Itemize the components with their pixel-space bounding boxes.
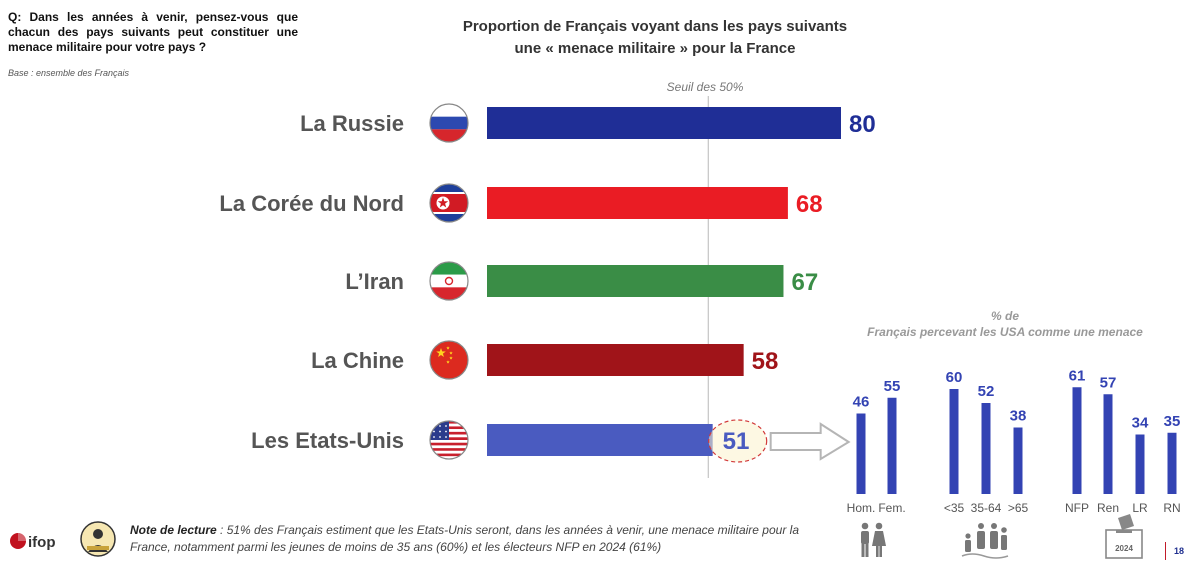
subbar-age-0 — [949, 389, 959, 494]
subbar-category-label: NFP — [1065, 501, 1089, 515]
bar-0 — [487, 107, 841, 139]
usa-flag-icon — [429, 420, 469, 460]
right-arrow-icon — [769, 422, 851, 461]
question-text: Q: Dans les années à venir, pensez-vous … — [8, 10, 298, 54]
bar-3 — [487, 344, 744, 376]
north-korea-flag-icon — [429, 183, 469, 223]
subbar-category-label: <35 — [944, 501, 965, 515]
page-number: 18 — [1174, 546, 1185, 556]
subbar-value-label: 38 — [1010, 408, 1027, 425]
subbar-gender-0 — [856, 413, 866, 494]
china-flag-icon — [429, 340, 469, 380]
ballot-year-label: 2024 — [1115, 544, 1133, 553]
subbar-value-label: 35 — [1164, 413, 1181, 430]
threshold-label: Seuil des 50% — [666, 80, 744, 94]
value-label: 67 — [791, 269, 818, 296]
value-label: 80 — [849, 111, 876, 138]
family-generations-icon — [961, 523, 1009, 559]
reading-note-prefix: Note de lecture — [130, 523, 217, 537]
page-number-divider — [1165, 542, 1166, 560]
value-label: 68 — [796, 191, 823, 218]
subbar-category-label: >65 — [1008, 501, 1029, 515]
subbar-value-label: 60 — [946, 369, 963, 386]
iran-flag-icon — [429, 261, 469, 301]
reading-note-text: : 51% des Français estiment que les Etat… — [130, 523, 800, 554]
subbar-value-label: 61 — [1069, 367, 1086, 384]
chart-title-line-2: une « menace militaire » pour la France — [514, 40, 796, 57]
subbar-gender-1 — [887, 397, 897, 494]
subbar-age-1 — [981, 403, 991, 494]
bar-4 — [487, 424, 713, 456]
subbar-value-label: 55 — [884, 378, 901, 395]
institute-badge-logo — [80, 521, 116, 557]
subbar-category-label: RN — [1163, 501, 1180, 515]
subbar-vote2024-3 — [1167, 432, 1177, 494]
reading-note: Note de lecture : 51% des Français estim… — [130, 522, 830, 556]
highlight-ellipse — [708, 419, 768, 463]
subbar-vote2024-2 — [1135, 434, 1145, 494]
bar-2 — [487, 265, 784, 297]
subbar-value-label: 52 — [978, 383, 995, 400]
subbar-value-label: 46 — [853, 394, 870, 411]
subbar-vote2024-1 — [1103, 394, 1113, 494]
subchart-title: % de Français percevant les USA comme un… — [830, 308, 1180, 340]
ifop-wordmark: ifop — [28, 534, 56, 551]
ballot-box-graphic: 2024 — [1105, 514, 1143, 559]
value-label-highlight: 51 — [723, 428, 750, 455]
category-label: L’Iran — [345, 269, 404, 294]
ballot-box-icon: 2024 — [1104, 514, 1144, 560]
category-label: La Russie — [300, 111, 404, 136]
base-text: Base : ensemble des Français — [8, 68, 130, 78]
category-label: La Chine — [311, 348, 404, 373]
subbar-category-label: Hom. — [847, 501, 876, 515]
russia-flag-icon — [429, 103, 469, 143]
man-woman-icon — [861, 522, 886, 557]
subbar-category-label: Fem. — [878, 501, 905, 515]
subbar-category-label: Ren — [1097, 501, 1119, 515]
subbar-value-label: 57 — [1100, 374, 1117, 391]
chart-title: Proportion de Français voyant dans les p… — [420, 16, 890, 60]
subchart-title-line-2: Français percevant les USA comme une men… — [867, 325, 1143, 339]
subbar-value-label: 34 — [1132, 415, 1149, 432]
subbar-age-2 — [1013, 427, 1023, 494]
subchart-title-line-1: % de — [990, 309, 1019, 323]
chart-title-line-1: Proportion de Français voyant dans les p… — [462, 18, 848, 35]
value-label: 58 — [752, 348, 779, 375]
subbar-category-label: LR — [1132, 501, 1148, 515]
category-label: La Corée du Nord — [219, 191, 404, 216]
ifop-logo: ifop — [10, 533, 56, 551]
subbar-category-label: 35-64 — [971, 501, 1002, 515]
subbar-vote2024-0 — [1072, 387, 1082, 494]
category-label: Les Etats-Unis — [251, 428, 404, 453]
bar-1 — [487, 187, 788, 219]
